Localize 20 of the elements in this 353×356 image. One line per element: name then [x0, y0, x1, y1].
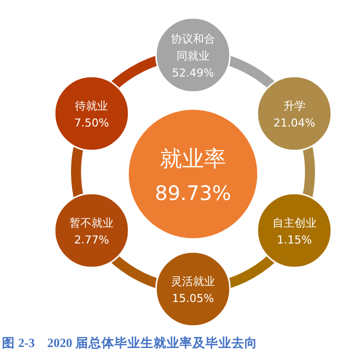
- node: 协议和合同就业 52.49%: [155, 17, 231, 93]
- centre: 就业率 89.73%: [127, 108, 259, 240]
- data-label: 2.77%: [74, 234, 110, 246]
- category-label: 待就业: [75, 100, 108, 112]
- node: 灵活就业 15.05%: [155, 251, 231, 327]
- node: 暂不就业 2.77%: [54, 192, 130, 268]
- data-label: 52.49%: [172, 66, 214, 80]
- data-label: 15.05%: [172, 292, 214, 305]
- data-label: 21.04%: [273, 116, 316, 130]
- node: 升学 21.04%: [256, 76, 332, 152]
- data-label: 7.50%: [74, 116, 110, 130]
- category-label: 升学: [283, 100, 306, 112]
- text: 图 2-3 2020 届总体毕业生就业率及毕业去向: [2, 335, 258, 350]
- category-label: 灵活就业: [171, 275, 215, 288]
- data-label: 1.15%: [276, 234, 312, 246]
- node: 自主创业 1.15%: [256, 192, 332, 268]
- category-label: 自主创业: [272, 216, 316, 230]
- node: 待就业 7.50%: [54, 76, 130, 152]
- category-label: 暂不就业: [70, 216, 114, 230]
- category-label: 协议和合同就业: [171, 32, 215, 62]
